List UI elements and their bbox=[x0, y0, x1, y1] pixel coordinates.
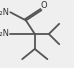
Text: O: O bbox=[40, 1, 47, 10]
Text: H₂N: H₂N bbox=[0, 30, 10, 38]
Text: H₂N: H₂N bbox=[0, 8, 10, 17]
